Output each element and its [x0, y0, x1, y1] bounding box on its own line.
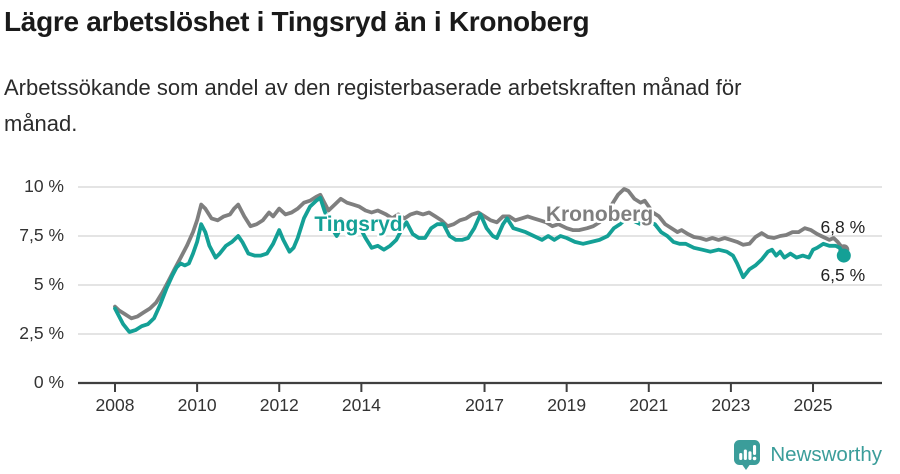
x-axis-tick-label: 2010 [177, 395, 217, 415]
end-value-label-kronoberg: 6,8 % [820, 216, 866, 237]
y-axis-tick-label: 2,5 % [19, 323, 64, 343]
x-axis-tick-label: 2025 [793, 395, 833, 415]
x-axis-tick-label: 2017 [465, 395, 504, 415]
x-axis-tick-label: 2019 [547, 395, 587, 415]
chart-subtitle: Arbetssökande som andel av den registerb… [4, 75, 742, 136]
y-axis-tick-label: 5 % [33, 274, 64, 294]
end-value-label-tingsryd: 6,5 % [820, 264, 866, 285]
page-title: Lägre arbetslöshet i Tingsryd än i Krono… [4, 6, 590, 37]
x-axis-tick-label: 2008 [95, 395, 135, 415]
series-line-tingsryd [113, 195, 846, 334]
brand-name[interactable]: Newsworthy [770, 442, 882, 466]
x-axis-tick-label: 2023 [711, 395, 751, 415]
x-axis-tick-label: 2012 [259, 395, 299, 415]
series-label-kronoberg: Kronoberg [545, 203, 654, 227]
end-dot-kronoberg [838, 244, 850, 256]
x-axis-tick-label: 2021 [629, 395, 669, 415]
bar-chart-speech-bubble-icon [734, 440, 761, 470]
end-dot-tingsryd [836, 248, 851, 263]
newsworthy-attribution[interactable]: Newsworthy [733, 439, 882, 470]
y-axis-tick-label: 10 % [24, 176, 64, 196]
y-axis-tick-label: 0 % [33, 372, 64, 392]
x-axis-tick-label: 2014 [341, 395, 381, 415]
y-axis-tick-label: 7,5 % [19, 225, 64, 245]
series-label-tingsryd: Tingsryd [314, 213, 403, 237]
series-line-kronoberg [113, 187, 846, 321]
